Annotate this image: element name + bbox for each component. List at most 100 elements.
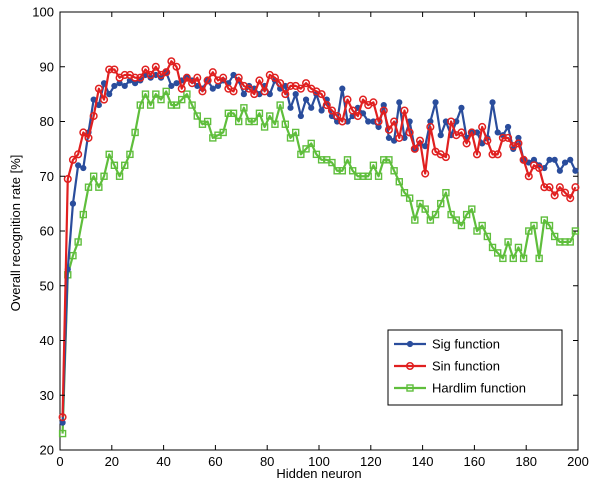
hardlim-function-point bbox=[525, 227, 533, 235]
hardlim-function-point bbox=[157, 95, 165, 104]
hardlim-function-point bbox=[550, 232, 559, 241]
hardlim-function-point bbox=[556, 238, 564, 246]
sig-function-point bbox=[173, 80, 180, 87]
y-tick-label: 90 bbox=[40, 59, 54, 74]
hardlim-function-point bbox=[545, 221, 554, 230]
sin-function-point bbox=[483, 136, 492, 145]
legend: Sig function Sin function Hardlim function bbox=[387, 329, 563, 406]
hardlim-function-point bbox=[359, 172, 367, 180]
y-tick-label: 20 bbox=[40, 443, 54, 458]
sin-function-point bbox=[384, 125, 393, 134]
hardlim-function-point bbox=[183, 90, 191, 98]
sin-function-point bbox=[467, 128, 476, 137]
hardlim-function-point bbox=[421, 205, 429, 213]
hardlim-function-point bbox=[411, 216, 419, 224]
x-tick-label: 180 bbox=[515, 454, 537, 469]
sig-function-point bbox=[339, 85, 346, 92]
sin-function-point bbox=[131, 73, 140, 82]
hardlim-function-point bbox=[561, 238, 569, 246]
sig-function-point bbox=[432, 99, 439, 106]
sig-function-point bbox=[69, 200, 77, 207]
hardlim-function-point bbox=[566, 238, 574, 246]
sin-function-point bbox=[400, 106, 409, 115]
sin-function-point bbox=[555, 183, 564, 192]
sig-function-point bbox=[302, 96, 310, 103]
hardlim-function-point bbox=[431, 210, 440, 219]
sig-function-point bbox=[385, 134, 393, 142]
sin-function-point bbox=[338, 117, 347, 126]
hardlim-function-point bbox=[571, 227, 580, 235]
y-tick-label: 40 bbox=[40, 333, 54, 348]
hardlim-function-point bbox=[297, 150, 305, 159]
sin-function-point bbox=[333, 111, 342, 121]
hardlim-function-point bbox=[468, 205, 476, 213]
sin-function-point bbox=[276, 79, 285, 88]
y-tick-label: 100 bbox=[32, 5, 54, 20]
sig-function-point bbox=[168, 82, 175, 90]
sin-function-point bbox=[498, 133, 507, 142]
sig-function-point bbox=[292, 91, 299, 98]
hardlim-function-point bbox=[281, 120, 290, 128]
sig-function-point bbox=[111, 82, 118, 90]
hardlim-function-point bbox=[131, 128, 139, 137]
sin-function-point bbox=[322, 101, 331, 110]
sin-function-point bbox=[250, 90, 259, 99]
y-tick-label: 70 bbox=[40, 169, 54, 184]
hardlim-function-point bbox=[203, 117, 212, 126]
sin-function-point bbox=[162, 68, 171, 77]
y-tick-label: 30 bbox=[40, 388, 54, 403]
x-tick-label: 100 bbox=[308, 454, 330, 469]
sin-function-point bbox=[234, 73, 243, 82]
sig-function-point bbox=[567, 156, 574, 163]
sin-function-point bbox=[395, 133, 404, 142]
sin-function-point bbox=[302, 79, 311, 88]
sin-function-point bbox=[229, 87, 238, 96]
hardlim-function-point bbox=[141, 90, 150, 98]
hardlim-function-point bbox=[509, 254, 517, 263]
sig-function-point bbox=[308, 104, 315, 111]
sin-function-point bbox=[343, 95, 352, 104]
hardlim-function-point bbox=[229, 109, 238, 117]
hardlim-function-point bbox=[240, 104, 248, 112]
sin-function-point bbox=[447, 117, 456, 126]
y-axis-label: Overall recognition rate [%] bbox=[8, 155, 23, 312]
hardlim-function-point bbox=[364, 172, 372, 180]
sin-function-point bbox=[410, 144, 419, 153]
hardlim-function-point bbox=[271, 120, 279, 128]
sin-function-point bbox=[358, 95, 368, 104]
sin-function-point bbox=[379, 106, 388, 115]
sig-function-point bbox=[556, 167, 563, 174]
sin-function-point bbox=[514, 139, 523, 148]
sin-function-point bbox=[68, 155, 77, 164]
hardlim-function-point bbox=[447, 210, 455, 219]
sin-function-point bbox=[550, 191, 559, 200]
sin-function-point bbox=[524, 172, 533, 181]
legend-item-sig-function: Sig function bbox=[394, 337, 500, 352]
sin-function-point bbox=[198, 87, 207, 96]
x-tick-label: 160 bbox=[464, 454, 486, 469]
hardlim-function-point bbox=[100, 172, 108, 180]
sin-function-point bbox=[136, 73, 145, 82]
hardlim-function-point bbox=[74, 238, 82, 246]
sin-function-point bbox=[488, 150, 497, 159]
hardlim-function-point bbox=[457, 221, 466, 230]
sin-function-point bbox=[472, 150, 482, 159]
hardlim-function-point bbox=[478, 221, 486, 230]
sig-function-point bbox=[458, 104, 465, 111]
sin-function-point bbox=[405, 128, 414, 137]
hardlim-function-point bbox=[483, 232, 492, 241]
sig-function-point bbox=[209, 85, 216, 92]
series-layer bbox=[58, 57, 580, 438]
hardlim-function-point bbox=[126, 150, 134, 159]
legend-swatch-marker bbox=[406, 340, 414, 348]
sin-function-point bbox=[63, 174, 72, 184]
hardlim-function-point bbox=[219, 128, 227, 137]
hardlim-function-point bbox=[286, 134, 295, 142]
sin-function-point bbox=[441, 153, 450, 162]
hardlim-function-point bbox=[250, 117, 258, 126]
sig-function-point bbox=[297, 112, 304, 120]
sin-function-point bbox=[193, 73, 202, 82]
hardlim-function-point bbox=[462, 210, 471, 219]
sin-function-point bbox=[421, 169, 430, 178]
sin-function-point bbox=[270, 73, 280, 82]
